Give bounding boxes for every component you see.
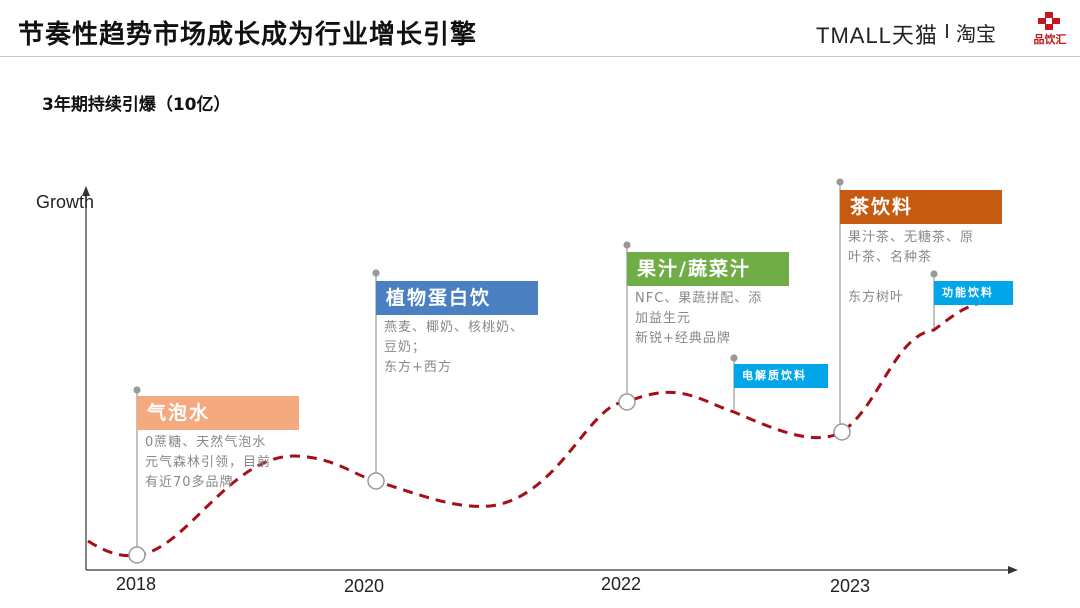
desc-line: 豆奶； bbox=[384, 340, 427, 355]
y-axis-label: Growth bbox=[36, 192, 95, 212]
desc-line: 元气森林引领，目前 bbox=[145, 455, 272, 470]
x-axis-arrow bbox=[1008, 566, 1018, 574]
stage-desc-qipaoshui: 0蔗糖、天然气泡水 元气森林引领，目前 有近70多品牌 bbox=[145, 433, 271, 493]
page-title: 节奏性趋势市场成长成为行业增长引擎 bbox=[18, 20, 478, 50]
node-2020 bbox=[367, 472, 385, 490]
pinyinhui-logo: 品饮汇 bbox=[1026, 12, 1074, 46]
stage-label-dianjiezhi: 电解质饮料 bbox=[734, 364, 828, 388]
taobao-logo: 淘宝 bbox=[956, 22, 996, 46]
year-label-2020: 2020 bbox=[344, 576, 385, 596]
trend-line bbox=[87, 300, 986, 558]
year-label-2018: 2018 bbox=[116, 574, 157, 594]
stage-label-zhiwu: 植物蛋白饮 bbox=[376, 281, 538, 315]
stage-label-chayinliao: 茶饮料 bbox=[840, 190, 1002, 224]
subtitle: 3年期持续引爆（10亿） bbox=[42, 95, 231, 115]
desc-line: 加益生元 bbox=[635, 311, 692, 326]
node-2023 bbox=[833, 423, 851, 441]
year-label-2022: 2022 bbox=[601, 574, 642, 594]
nodes bbox=[128, 393, 851, 564]
year-label-2023: 2023 bbox=[830, 576, 871, 596]
tmall-logo: TMALL天猫 bbox=[816, 23, 938, 48]
desc-line: 0蔗糖、天然气泡水 bbox=[145, 435, 267, 450]
desc-line: 燕麦、椰奶、核桃奶、 bbox=[384, 320, 525, 335]
logo-separator bbox=[946, 24, 948, 38]
stage-label-gongneng: 功能饮料 bbox=[934, 281, 1013, 305]
desc-line: NFC、果蔬拼配、添 bbox=[635, 291, 763, 306]
stage-label-qipaoshui: 气泡水 bbox=[137, 396, 299, 430]
stage-desc-zhiwu: 燕麦、椰奶、核桃奶、 豆奶； 东方+西方 bbox=[384, 318, 524, 378]
desc-line: 有近70多品牌 bbox=[145, 475, 234, 490]
desc-line: 东方+西方 bbox=[384, 360, 452, 375]
y-axis-arrow bbox=[82, 186, 90, 196]
node-2018 bbox=[128, 546, 146, 564]
pinyinhui-logo-icon bbox=[1038, 12, 1060, 30]
pinyinhui-logo-text: 品饮汇 bbox=[1033, 33, 1067, 46]
stage-desc-guozhi: NFC、果蔬拼配、添 加益生元 新锐+经典品牌 bbox=[635, 289, 762, 349]
desc-line: 新锐+经典品牌 bbox=[635, 331, 731, 346]
stage-desc-chayinliao: 果汁茶、无糖茶、原 叶茶、名种茶 东方树叶 bbox=[848, 228, 974, 308]
desc-line: 叶茶、名种茶 bbox=[848, 250, 933, 265]
header-divider bbox=[0, 56, 1080, 57]
desc-line: 东方树叶 bbox=[848, 290, 905, 305]
desc-line bbox=[848, 268, 974, 288]
node-2022 bbox=[618, 393, 636, 411]
stage-label-guozhi: 果汁/蔬菜汁 bbox=[627, 252, 789, 286]
desc-line: 果汁茶、无糖茶、原 bbox=[848, 230, 975, 245]
